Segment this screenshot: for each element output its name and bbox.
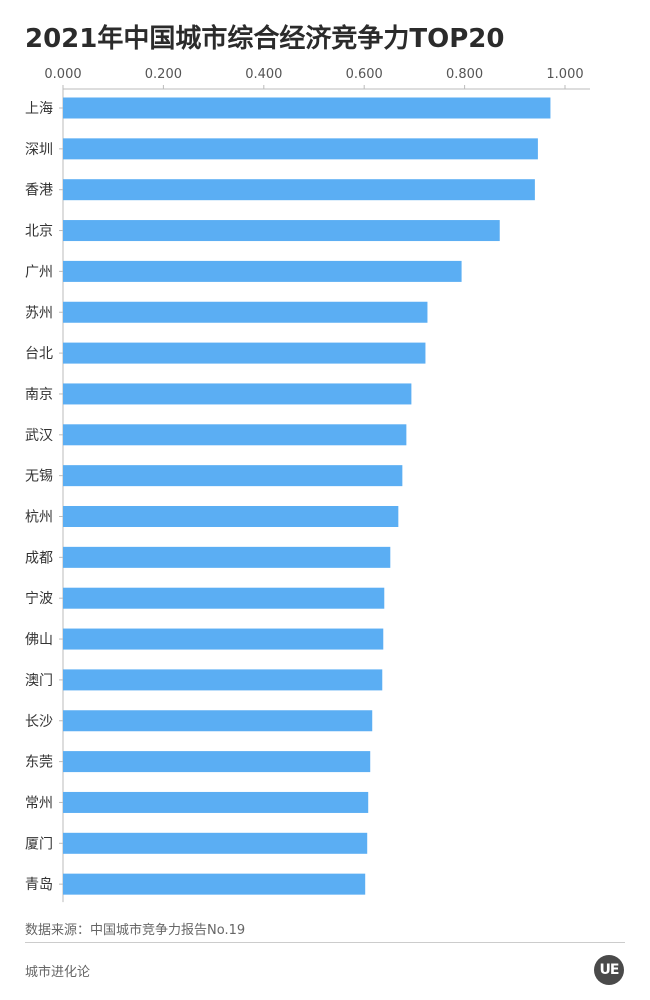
bar — [63, 424, 407, 446]
brand-logo-text: UE — [599, 962, 620, 978]
bar — [63, 342, 426, 364]
y-tick-label: 无锡 — [25, 469, 53, 485]
bar — [63, 138, 538, 160]
footer-divider — [25, 942, 625, 943]
y-tick-label: 常州 — [25, 795, 53, 811]
bar — [63, 260, 462, 282]
y-tick-label: 东莞 — [25, 755, 53, 771]
bar — [63, 710, 373, 732]
y-tick-label: 上海 — [25, 101, 53, 117]
y-tick-label: 台北 — [25, 346, 53, 362]
page-title: 2021年中国城市综合经济竞争力TOP20 — [25, 24, 505, 54]
x-tick-label: 0.200 — [145, 67, 182, 82]
bar — [63, 506, 399, 527]
bar — [63, 791, 369, 813]
x-tick-label: 1.000 — [546, 67, 583, 82]
x-axis: 0.000 0.200 0.400 0.600 0.800 1.000 — [44, 67, 590, 90]
bar — [63, 873, 366, 895]
source-note: 数据来源：中国城市竞争力报告No.19 — [25, 923, 246, 938]
y-tick-label: 苏州 — [25, 305, 53, 321]
y-tick-label: 佛山 — [25, 632, 53, 648]
y-tick-label: 宁波 — [25, 590, 53, 607]
bar-chart: 0.000 0.200 0.400 0.600 0.800 1.000 上海深圳香港北京广… — [25, 67, 590, 903]
y-tick-label: 成都 — [25, 550, 53, 566]
x-tick-label: 0.000 — [44, 67, 81, 82]
x-tick-label: 0.800 — [446, 67, 483, 82]
bar — [63, 301, 428, 323]
y-tick-label: 北京 — [25, 224, 53, 240]
bar — [63, 220, 500, 242]
x-tick-label: 0.400 — [245, 67, 282, 82]
bar — [63, 628, 384, 650]
y-tick-label: 青岛 — [25, 877, 53, 893]
x-tick-label: 0.600 — [346, 67, 383, 82]
y-tick-label: 长沙 — [25, 714, 53, 730]
bar — [63, 832, 368, 854]
bar — [63, 383, 412, 405]
bar — [63, 546, 391, 568]
bar — [63, 669, 383, 691]
brand-name: 城市进化论 — [25, 965, 91, 980]
bar — [63, 751, 371, 773]
y-tick-label: 南京 — [25, 387, 53, 403]
y-tick-label: 香港 — [25, 183, 53, 199]
y-tick-label: 武汉 — [25, 428, 53, 444]
bar — [63, 587, 385, 609]
y-tick-label: 广州 — [25, 264, 53, 280]
y-tick-label: 澳门 — [25, 673, 53, 689]
bar — [63, 97, 551, 119]
y-tick-label: 杭州 — [25, 510, 53, 526]
bar — [63, 179, 535, 201]
bars — [63, 97, 551, 895]
y-tick-label: 深圳 — [25, 142, 53, 158]
brand-logo: UE — [594, 955, 624, 985]
bar — [63, 465, 403, 487]
y-tick-label: 厦门 — [25, 836, 53, 852]
